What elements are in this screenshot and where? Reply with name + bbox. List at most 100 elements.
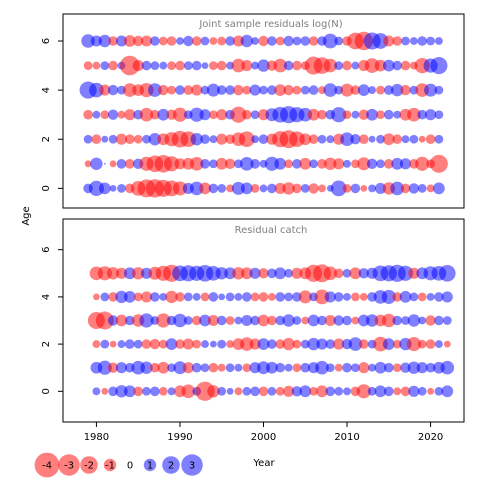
bubble-age0-2006 [308,183,319,194]
bubble-age6-2017 [401,36,410,46]
bubble-age0-2019 [417,184,427,193]
bubble-age1-2002 [275,362,286,373]
bubble-age2-2012 [359,134,369,144]
bubble-age6-2008 [322,33,338,49]
legend-bubble [162,456,180,474]
bubble-age2-2007 [317,134,327,144]
bubble-age5-2017 [400,60,411,71]
bubble-age2-2005 [299,133,312,146]
bubble-age4-2006 [308,85,319,95]
bubble-age6-1980 [90,35,102,47]
bubble-age0-1981 [101,387,109,395]
bubble-age1-2016 [391,157,404,170]
bubble-age2-2005 [300,339,310,349]
bubble-age2-2019 [418,135,426,143]
bubble-age3-2020 [425,315,436,326]
bubble-age3-2011 [351,110,360,119]
bubble-age2-1987 [148,133,162,146]
bubble-age1-2011 [351,363,360,373]
bubble-age2-1990 [175,339,185,349]
bubble-age4-1982 [108,292,118,302]
bubble-age5-1982 [106,267,120,280]
bubble-age3-2019 [417,109,428,120]
bubble-age1-1982 [109,160,117,168]
bubble-age1-1980 [90,157,103,170]
bubble-age3-2022 [442,316,452,325]
bubble-age0-2005 [300,184,310,193]
bubble-age6-2020 [426,36,435,46]
legend-label: -2 [84,461,94,472]
bubble-age2-2006 [307,337,320,351]
bubble-age4-1992 [192,292,201,301]
bubble-age5-2009 [334,61,344,70]
bubble-age2-1980 [92,340,101,349]
bubble-age0-2017 [400,183,411,194]
bubble-age4-1999 [250,292,260,302]
bubble-age1-1989 [167,363,176,373]
bubble-age2-1986 [141,339,152,349]
bubble-layer [79,31,448,198]
bubble-age6-1987 [150,36,160,46]
bubble-age2-2001 [267,339,277,349]
bubble-age0-2006 [309,386,318,396]
bubble-age1-1979 [84,160,92,168]
bubble-age4-2011 [351,292,360,302]
bubble-age1-2012 [358,362,370,374]
bubble-age2-1984 [125,134,135,144]
bubble-age4-2010 [340,83,354,97]
bubble-age0-1997 [234,387,243,396]
bubble-age4-1992 [191,84,203,96]
bubble-age4-2003 [283,84,294,96]
bubble-age0-1984 [123,385,136,398]
bubble-age4-2011 [350,85,361,95]
bubble-age0-2019 [417,386,427,396]
bubble-age3-1984 [124,109,136,121]
bubble-age1-2016 [392,363,402,373]
bubble-age1-1988 [157,361,170,374]
bubble-age6-2001 [267,36,277,46]
bubble-age0-1992 [189,181,204,196]
y-axis-ticks: 0 2 4 6 [41,246,63,395]
bubble-age0-2009 [330,180,347,197]
bubble-age5-2004 [291,267,303,279]
legend-bubble [58,454,80,476]
bubble-age4-2010 [343,292,351,301]
bubble-age3-1986 [139,313,154,328]
bubble-age5-2001 [267,268,277,279]
legend-label: -1 [105,461,115,472]
bubble-age6-1999 [251,37,260,45]
bubble-age1-2019 [415,156,430,171]
bubble-age4-1998 [242,292,252,302]
bubble-age5-2004 [292,60,302,71]
bubble-age2-2000 [257,338,270,350]
bubble-age2-2008 [325,339,336,349]
bubble-age3-1984 [125,315,135,326]
bubble-age3-1982 [107,109,119,120]
bubble-age4-2002 [274,84,287,96]
x-tick-label: 1980 [84,432,109,443]
y-tick-label: 2 [41,341,52,347]
bubble-age2-2017 [401,135,410,144]
bubble-age1-1992 [191,362,202,373]
bubble-age2-2013 [368,135,376,143]
bubble-age0-2018 [408,183,420,194]
bubble-age4-1989 [165,290,178,304]
legend-bubble [80,456,98,474]
bubble-age2-2022 [443,340,451,348]
bubble-age0-2015 [384,386,394,397]
bubble-age5-1997 [232,267,245,280]
bubble-age6-2009 [334,36,344,46]
bubble-age6-1995 [217,36,227,46]
bubble-age4-1997 [234,292,243,301]
bubble-age2-2021 [434,340,443,349]
bubble-age3-2013 [366,108,378,121]
bubble-age0-2013 [367,386,377,396]
bubble-age0-1999 [250,386,260,397]
bubble-age4-2016 [391,83,404,97]
bubble-age1-1997 [234,363,243,372]
bubble-age4-1988 [159,292,168,301]
bubble-age0-1986 [142,386,151,396]
bubble-age0-1995 [217,184,227,193]
bubble-age3-2015 [382,313,396,328]
bubble-age2-2019 [417,339,427,349]
